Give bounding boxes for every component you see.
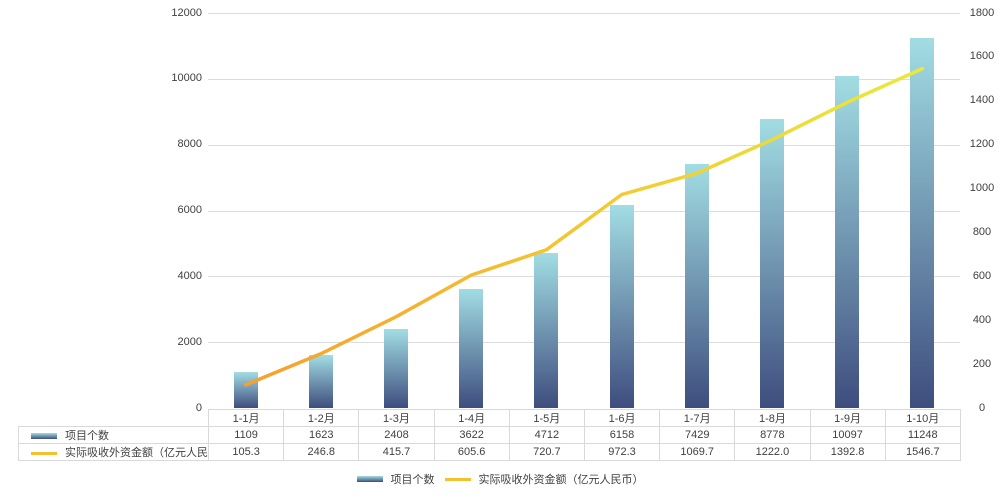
line-value-cell: 1069.7 (659, 443, 736, 461)
bar-value-cell: 1623 (283, 426, 360, 444)
right-axis-tick-label: 1000 (969, 182, 995, 195)
line-series-label: 实际吸收外资金额（亿元人民币） (65, 447, 208, 459)
bar-value-cell: 8778 (734, 426, 811, 444)
bar-value-cell: 3622 (433, 426, 510, 444)
bar-series-label: 项目个数 (65, 430, 109, 442)
legend-line-swatch-icon (444, 477, 471, 481)
line-value-cell: 415.7 (358, 443, 435, 461)
category-header-cell: 1-2月 (283, 409, 360, 427)
right-axis-tick-label: 800 (972, 225, 992, 238)
right-axis-tick-label: 600 (972, 269, 992, 282)
category-header-cell: 1-1月 (207, 409, 285, 427)
category-header-cell: 1-9月 (809, 409, 886, 427)
bar (233, 371, 258, 408)
bar (609, 205, 634, 408)
line-series-swatch-icon (31, 451, 57, 455)
category-header-cell: 1-6月 (583, 409, 661, 427)
bar (308, 354, 333, 408)
bar (910, 37, 935, 408)
line-series-label-cell: 实际吸收外资金额（亿元人民币） (18, 443, 209, 461)
line-value-cell: 1222.0 (734, 443, 811, 461)
bar-value-cell: 2408 (358, 426, 435, 444)
bar (384, 328, 408, 408)
left-axis-tick-label: 4000 (177, 269, 202, 282)
bar (534, 252, 559, 408)
bar-series-swatch-icon (31, 433, 57, 440)
legend-item-bar: 项目个数 (356, 471, 435, 487)
category-header-cell: 1-3月 (358, 409, 435, 427)
gridline (208, 13, 960, 14)
bar (835, 75, 860, 408)
line-value-cell: 720.7 (508, 443, 585, 461)
line-value-cell: 972.3 (583, 443, 661, 461)
category-header-cell: 1-5月 (508, 409, 585, 427)
right-axis-tick-label: 1200 (969, 138, 995, 151)
line-value-cell: 1392.8 (809, 443, 886, 461)
data-table: 1-1月 1-2月 1-3月 1-4月 1-5月 1-6月 1-7月 1-8月 1-9月 1-10… (18, 409, 961, 461)
line-path (243, 66, 925, 387)
legend-item-line: 实际吸收外资金额（亿元人民币） (444, 471, 644, 487)
bar-value-cell: 4712 (508, 426, 585, 444)
left-axis-tick-label: 6000 (177, 204, 202, 216)
bar-series-label-cell: 项目个数 (18, 426, 209, 444)
bar (684, 163, 709, 408)
legend-bar-label: 项目个数 (390, 474, 435, 486)
left-axis-tick-label: 12000 (171, 6, 202, 19)
right-axis-tick-label: 1400 (969, 94, 995, 107)
line-value-cell: 105.3 (207, 443, 285, 461)
chart-legend: 项目个数 实际吸收外资金额（亿元人民币） (0, 470, 1000, 488)
left-axis-tick-label: 0 (195, 401, 202, 414)
bar-value-cell: 1109 (207, 426, 285, 444)
bar-value-cell: 6158 (583, 426, 661, 444)
category-header-cell: 1-8月 (734, 409, 811, 427)
right-axis-tick-label: 1600 (969, 50, 995, 63)
table-corner-cell (19, 410, 209, 427)
bar-value-cell: 10097 (809, 426, 886, 444)
right-axis-tick-label: 200 (972, 357, 992, 370)
bar (760, 119, 784, 408)
line-value-cell: 605.6 (433, 443, 510, 461)
line-value-cell: 246.8 (283, 443, 360, 461)
legend-bar-swatch-icon (356, 476, 383, 482)
bar (459, 288, 484, 408)
bar-value-cell: 11248 (884, 426, 961, 444)
category-header-cell: 1-10月 (884, 409, 961, 427)
line-value-cell: 1546.7 (884, 443, 961, 461)
bar-value-cell: 7429 (659, 426, 736, 444)
category-header-cell: 1-7月 (659, 409, 736, 427)
left-axis-tick-label: 10000 (171, 72, 202, 85)
right-axis-tick-label: 1800 (969, 6, 995, 19)
right-axis-tick-label: 400 (972, 313, 992, 326)
category-header-cell: 1-4月 (433, 409, 510, 427)
left-axis-tick-label: 2000 (177, 335, 202, 348)
right-axis-tick-label: 0 (978, 401, 986, 414)
left-axis-tick-label: 8000 (177, 138, 202, 151)
legend-line-label: 实际吸收外资金额（亿元人民币） (478, 474, 644, 486)
